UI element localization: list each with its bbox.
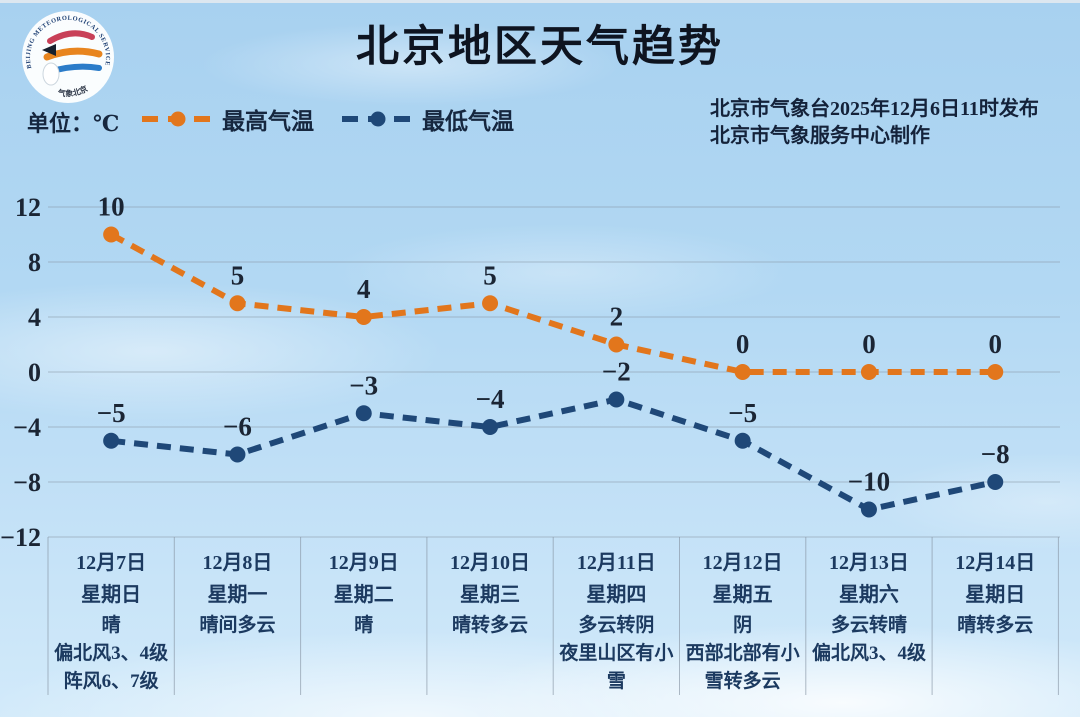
max-temp-value-label: 5 bbox=[483, 260, 497, 290]
beijing-meteorological-service-logo: BEIJING METEOROLOGICAL SERVICE 气象北京 bbox=[22, 11, 114, 103]
min-temp-value-label: −6 bbox=[223, 412, 252, 442]
min-temp-point bbox=[734, 432, 751, 449]
max-temp-point bbox=[987, 364, 1004, 380]
max-temp-value-label: 0 bbox=[736, 329, 750, 359]
min-temp-point bbox=[103, 432, 120, 449]
min-temp-point bbox=[229, 446, 246, 463]
y-axis-tick-label: 8 bbox=[28, 248, 41, 277]
min-temp-value-label: −10 bbox=[848, 467, 890, 497]
min-temp-point bbox=[355, 405, 372, 422]
max-temp-point bbox=[860, 364, 877, 380]
page-title: 北京地区天气趋势 bbox=[356, 24, 724, 71]
issued-info: 北京市气象台2025年12月6日11时发布 北京市气象服务中心制作 bbox=[710, 96, 1039, 150]
legend-label-max-temp: 最高气温 bbox=[222, 109, 314, 134]
max-temp-point bbox=[103, 226, 120, 243]
min-temp-point bbox=[987, 474, 1004, 490]
min-temp-line bbox=[110, 396, 996, 513]
logo-orange-swoosh bbox=[43, 47, 103, 61]
legend-label-min-temp: 最低气温 bbox=[422, 109, 514, 134]
unit-label: 单位：℃ bbox=[27, 111, 120, 136]
min-temp-legend-swatch bbox=[342, 111, 414, 127]
y-axis-tick-label: 0 bbox=[28, 358, 41, 387]
max-temp-value-label: 0 bbox=[989, 329, 1003, 359]
top-border bbox=[0, 0, 1080, 3]
logo-weather-balloon-icon bbox=[42, 62, 60, 86]
y-axis-tick-label: −4 bbox=[13, 413, 41, 442]
y-axis-tick-label: 12 bbox=[15, 193, 41, 222]
max-temp-point bbox=[734, 364, 751, 380]
min-temp-value-label: −4 bbox=[476, 384, 505, 414]
max-temp-legend-swatch bbox=[142, 111, 214, 127]
max-temp-value-label: 5 bbox=[231, 260, 245, 290]
max-temp-value-label: 2 bbox=[610, 302, 624, 332]
min-temp-value-label: −5 bbox=[97, 398, 126, 428]
min-temp-point bbox=[608, 391, 625, 408]
min-temp-point bbox=[482, 419, 499, 435]
max-temp-value-label: 10 bbox=[98, 192, 125, 222]
min-temp-point bbox=[860, 501, 877, 518]
legend-item-min-temp: 最低气温 bbox=[340, 102, 514, 136]
issued-line-1: 北京市气象台2025年12月6日11时发布 bbox=[710, 98, 1039, 120]
y-axis-tick-label: −8 bbox=[13, 468, 41, 497]
max-temp-point bbox=[355, 309, 372, 325]
y-axis-tick-label: 4 bbox=[28, 303, 41, 332]
logo-dove-icon bbox=[42, 44, 56, 56]
max-temp-point bbox=[608, 336, 625, 353]
y-axis-tick-label: −12 bbox=[0, 523, 41, 552]
issued-line-2: 北京市气象服务中心制作 bbox=[710, 125, 930, 147]
logo-red-swoosh bbox=[47, 30, 95, 44]
max-temp-value-label: 4 bbox=[357, 274, 371, 304]
min-temp-value-label: −5 bbox=[728, 398, 757, 428]
min-temp-value-label: −2 bbox=[602, 357, 631, 387]
max-temp-point bbox=[482, 295, 499, 312]
max-temp-point bbox=[229, 295, 246, 312]
chart-legend: 最高气温 最低气温 bbox=[140, 102, 514, 136]
min-temp-value-label: −8 bbox=[981, 439, 1010, 469]
max-temp-value-label: 0 bbox=[862, 329, 876, 359]
max-temp-line bbox=[109, 231, 996, 375]
min-temp-value-label: −3 bbox=[349, 370, 378, 400]
legend-item-max-temp: 最高气温 bbox=[140, 102, 314, 136]
